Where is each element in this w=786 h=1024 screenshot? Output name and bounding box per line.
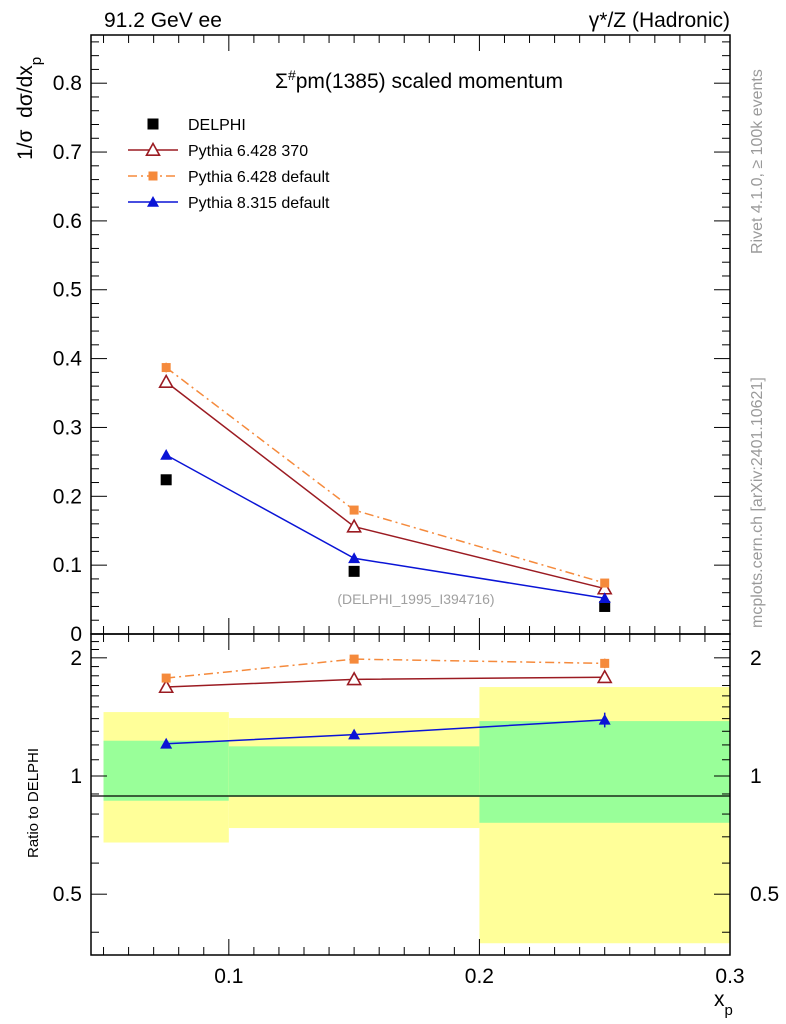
ratio-y-tick-label-left: 0.5 [53,883,82,906]
legend-item-delphi: DELPHI [147,117,246,134]
ratio-point-pythia-6-428-default-0 [161,673,171,683]
main-series-pythia-6-428-default [161,362,610,588]
legend-label-delphi: DELPHI [188,117,246,134]
ratio-bands [103,687,730,944]
main-panel-frame [90,34,731,635]
main-series-pythia-8-315-default [160,448,611,603]
main-series-delphi [160,474,611,612]
x-axis-label: xp [714,988,733,1019]
main-y-tick-label: 0.4 [53,348,83,371]
x-tick-label: 0.1 [214,965,243,988]
x-tick-label: 0.2 [465,965,494,988]
ratio-y-tick-label-left: 1 [70,765,82,788]
legend-marker-pythia-6-428-370 [145,141,161,156]
main-line-pythia-6-428-370 [165,381,605,590]
main-y-tick-label: 0.8 [53,72,82,95]
ratio-series-pythia-6-428-default [161,654,610,683]
main-y-tick-label: 0.6 [53,210,82,233]
main-point-delphi-1 [348,565,360,577]
header-right-label: γ*/Z (Hadronic) [589,9,730,32]
ratio-band-green-2 [479,721,730,823]
rivet-version-label: Rivet 4.1.0, ≥ 100k events [749,69,766,254]
ratio-point-pythia-6-428-default-1 [349,654,359,664]
legend-item-pythia-8-315-default: Pythia 8.315 default [128,195,330,212]
ratio-series-layer [158,654,613,749]
legend-marker-pythia-8-315-default [147,196,159,207]
main-series-layer [158,362,613,612]
main-point-pythia-6-428-default-0 [161,363,171,373]
main-y-tick-label: 0.2 [53,485,82,508]
ratio-point-pythia-8-315-default-0 [160,737,173,749]
main-point-pythia-8-315-default-2 [598,592,611,603]
ratio-band-green-0 [103,740,229,801]
ratio-point-pythia-6-428-370-0 [158,678,175,694]
axis-ticks [91,35,731,955]
main-point-pythia-6-428-370-0 [158,373,175,389]
legend-marker-delphi [147,118,159,130]
ratio-y-axis-label: Ratio to DELPHI [25,748,42,858]
header-left-label: 91.2 GeV ee [104,9,222,32]
main-point-pythia-6-428-default-2 [600,578,610,588]
ratio-point-pythia-6-428-default-2 [600,658,610,668]
mcplots-reference-label: mcplots.cern.ch [arXiv:2401.10621] [749,377,766,628]
ratio-point-pythia-8-315-default-1 [348,728,361,740]
ratio-line-pythia-6-428-default [166,658,605,679]
ratio-y-tick-label-right: 0.5 [750,883,779,906]
main-y-axis-label: 1/σ dσ/dxp [14,57,45,160]
main-series-pythia-6-428-370 [158,373,613,595]
plot-title: Σ#pm(1385) scaled momentum [275,67,563,93]
ratio-y-tick-label-left: 2 [70,647,82,670]
legend-marker-pythia-6-428-default [148,171,158,181]
main-point-pythia-6-428-370-1 [346,518,362,533]
ratio-series-pythia-8-315-default [160,712,611,749]
legend: DELPHI Pythia 6.428 370 Pythia 6.428 defau… [128,117,330,212]
analysis-watermark: (DELPHI_1995_I394716) [337,591,494,607]
ratio-line-pythia-6-428-370 [166,676,605,688]
ratio-y-tick-label-right: 2 [750,647,762,670]
main-y-tick-label: 0.5 [53,279,82,302]
ratio-point-pythia-6-428-370-2 [596,669,613,684]
main-point-delphi-0 [160,474,172,486]
legend-label-pythia-8-315-default: Pythia 8.315 default [188,195,330,212]
main-line-pythia-6-428-default [165,366,605,584]
main-line-pythia-8-315-default [165,454,605,599]
main-point-delphi-2 [599,600,611,612]
legend-item-pythia-6-428-default: Pythia 6.428 default [128,169,330,186]
ratio-point-pythia-8-315-default-2 [598,713,611,725]
x-tick-label: 0.3 [715,965,744,988]
main-y-tick-label: 0 [70,623,82,646]
main-y-tick-label: 0.3 [53,416,82,439]
legend-item-pythia-6-428-370: Pythia 6.428 370 [128,141,308,160]
main-point-pythia-8-315-default-1 [348,552,361,564]
ratio-panel-frame [90,633,731,956]
ratio-series-pythia-6-428-370 [158,669,613,694]
main-y-tick-label: 0.1 [53,554,82,577]
ratio-point-pythia-6-428-370-1 [346,671,362,686]
main-point-pythia-6-428-default-1 [349,505,359,515]
main-point-pythia-8-315-default-0 [160,448,173,460]
ratio-band-green-1 [228,746,480,797]
main-y-tick-label: 0.7 [53,141,82,164]
ratio-y-tick-label-right: 1 [750,765,762,788]
axis-tick-labels: 0.1 0.2 0.3 0 0.1 0.2 0.3 0.4 0.5 0.6 0.7 0.8 0.5 0.5… [53,72,779,988]
legend-label-pythia-6-428-default: Pythia 6.428 default [188,169,330,186]
legend-label-pythia-6-428-370: Pythia 6.428 370 [188,143,308,160]
